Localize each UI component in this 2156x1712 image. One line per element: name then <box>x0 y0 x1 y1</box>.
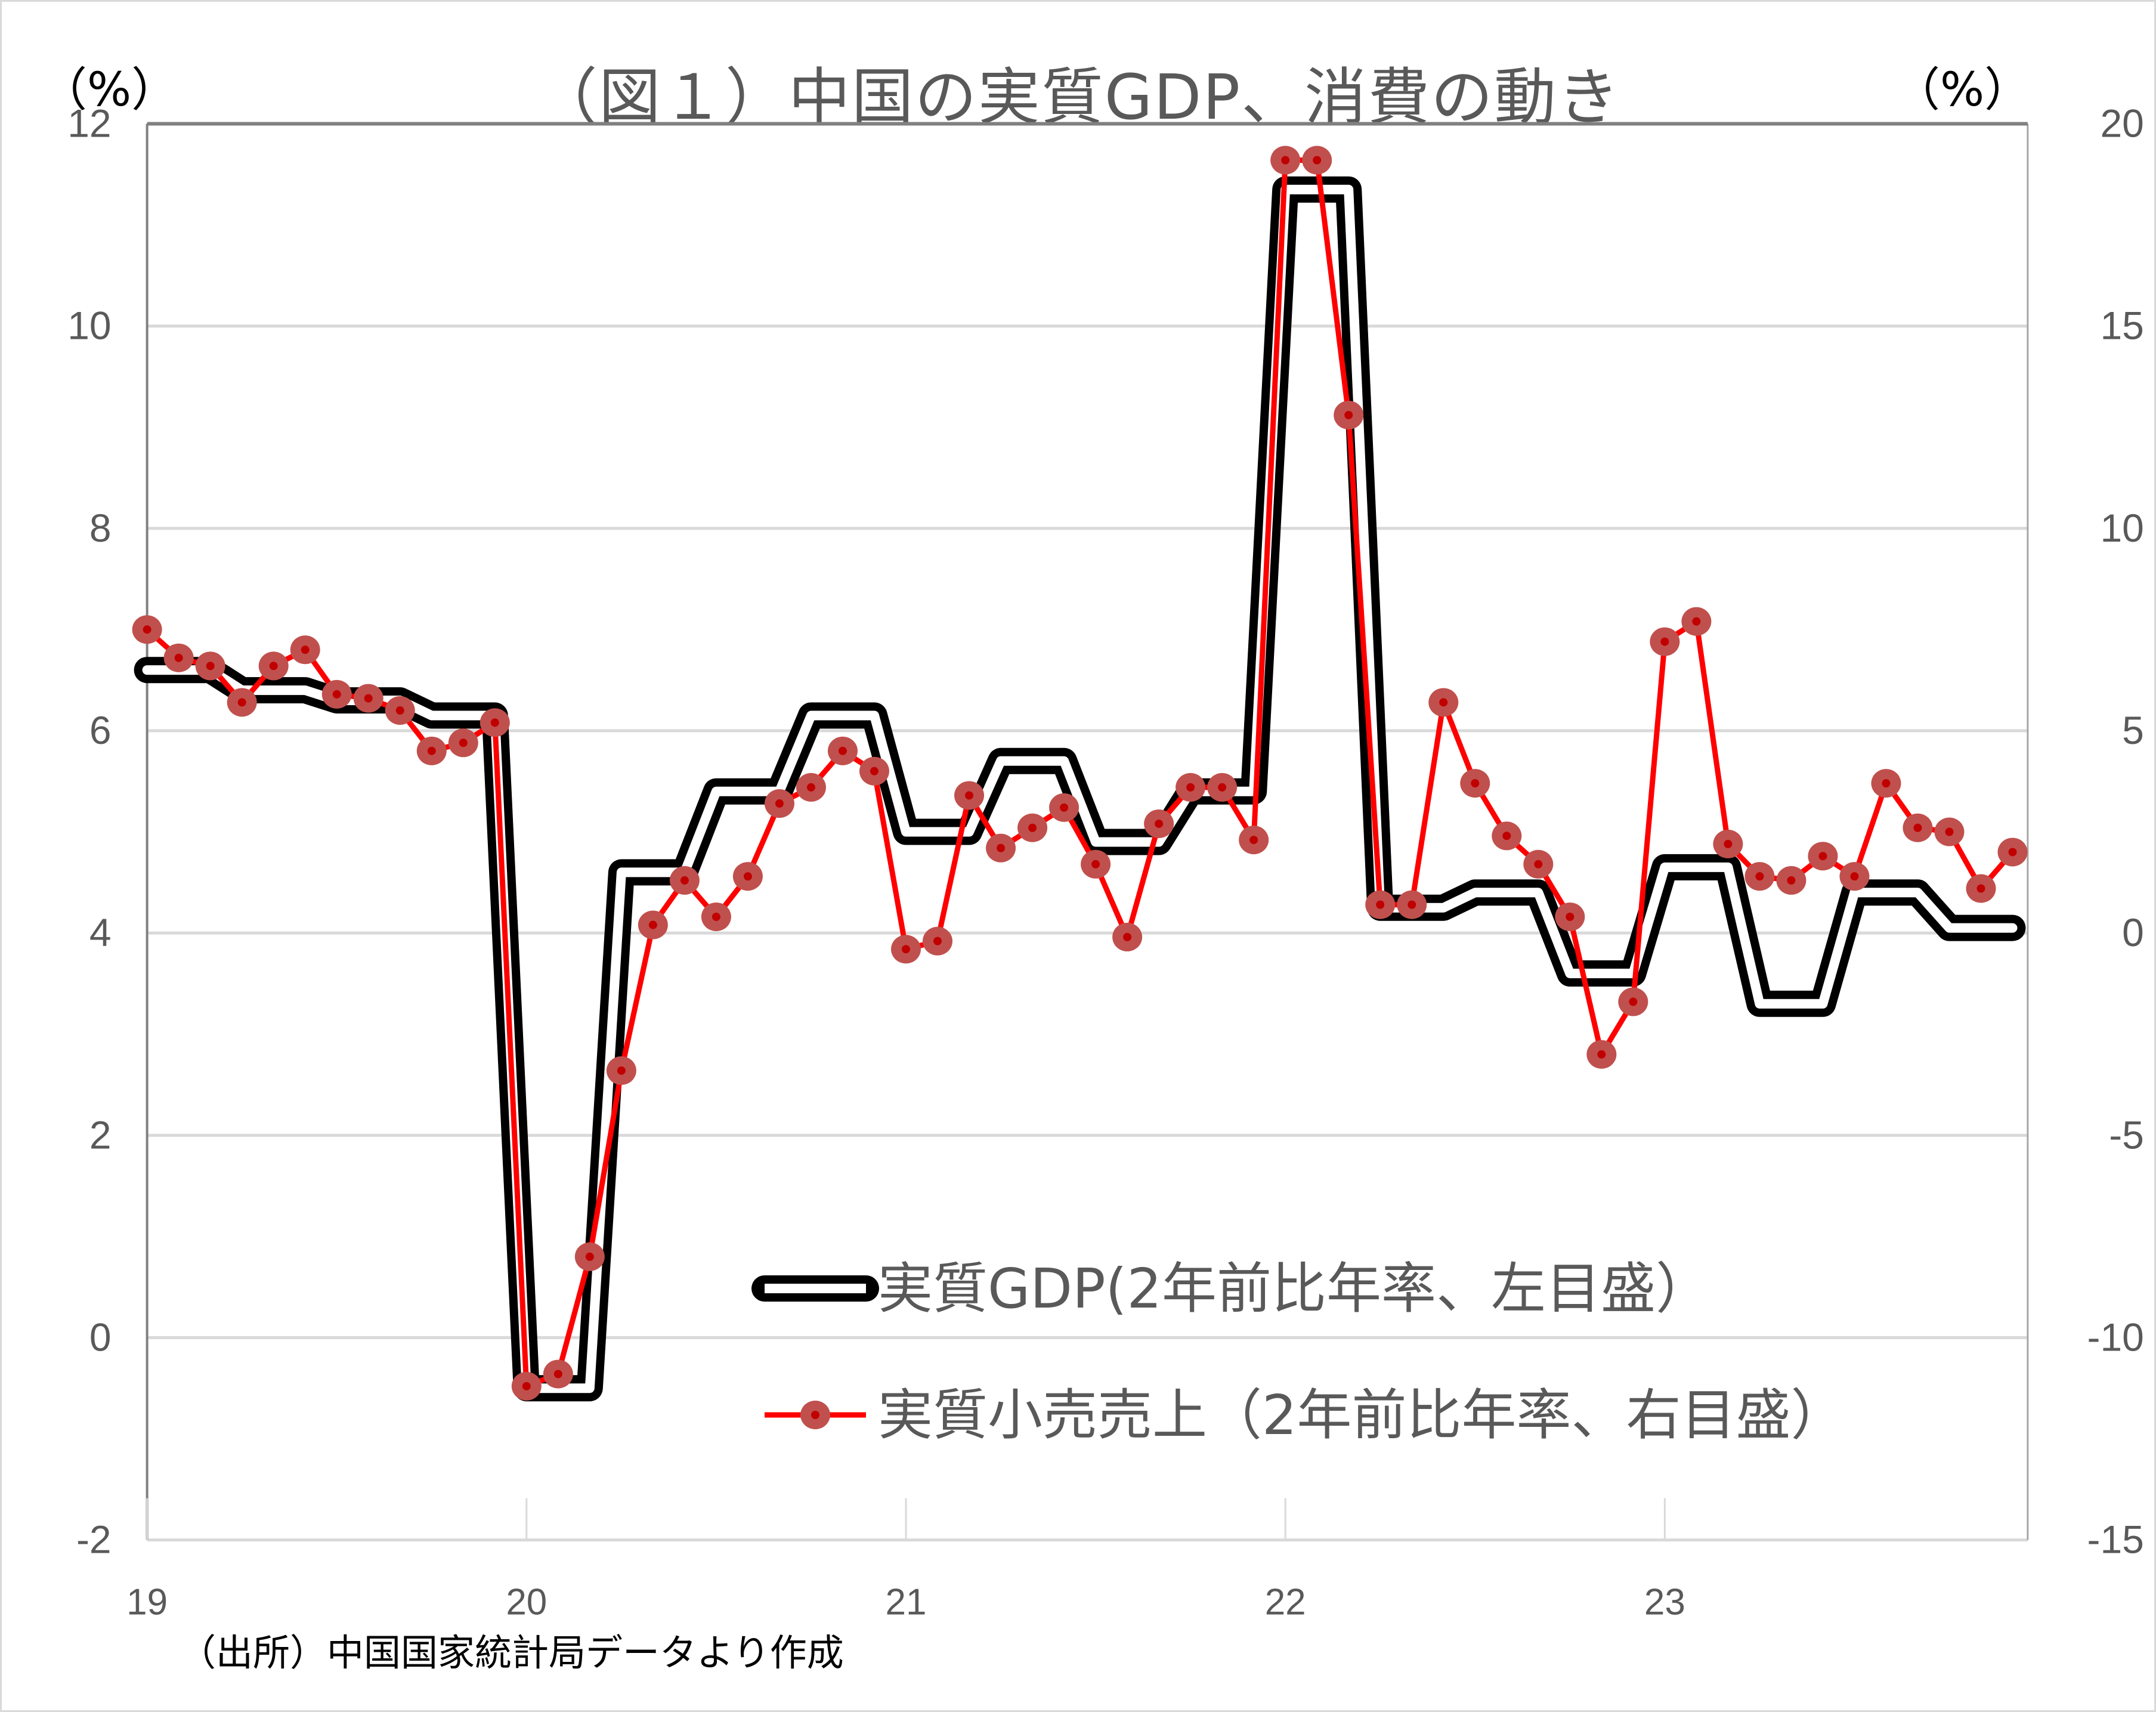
retail-marker-dot <box>459 738 468 747</box>
retail-marker-dot <box>680 876 689 885</box>
retail-marker-dot <box>1692 617 1701 626</box>
right-tick-label: 0 <box>2122 910 2144 954</box>
left-tick-label: 2 <box>89 1113 112 1157</box>
retail-marker-dot <box>1629 997 1638 1006</box>
retail-marker-dot <box>1408 900 1416 909</box>
right-tick-label: -10 <box>2087 1315 2143 1359</box>
retail-marker-dot <box>206 662 215 670</box>
x-tick-label: 20 <box>506 1582 547 1623</box>
retail-marker-dot <box>1534 860 1543 869</box>
retail-marker-dot <box>1597 1050 1606 1059</box>
retail-marker-dot <box>490 718 499 727</box>
left-tick-label: 12 <box>67 101 111 145</box>
retail-marker-dot <box>1471 779 1480 788</box>
retail-marker-dot <box>301 645 310 654</box>
x-tick-label: 23 <box>1644 1582 1685 1623</box>
retail-marker-dot <box>775 799 784 808</box>
retail-marker-dot <box>143 625 151 634</box>
retail-marker-dot <box>1660 637 1669 646</box>
x-tick-label: 22 <box>1265 1582 1306 1623</box>
retail-marker-dot <box>933 937 942 945</box>
left-tick-label: 6 <box>89 708 112 752</box>
legend-retail-marker-dot <box>811 1411 819 1419</box>
left-tick-label: 0 <box>89 1315 112 1359</box>
retail-marker-dot <box>1787 876 1796 885</box>
retail-marker-dot <box>870 767 879 775</box>
retail-marker-dot <box>1913 823 1922 832</box>
retail-marker-dot <box>585 1252 594 1261</box>
retail-marker-dot <box>965 791 974 800</box>
retail-marker-dot <box>1281 156 1290 165</box>
retail-marker-dot <box>1091 860 1100 869</box>
retail-marker-dot <box>1818 852 1827 861</box>
x-tick-label: 19 <box>126 1582 168 1623</box>
retail-marker-dot <box>1344 410 1353 419</box>
retail-marker-dot <box>1566 912 1575 921</box>
retail-marker-dot <box>806 783 815 792</box>
legend-retail-label: 実質小売売上（2年前比年率、右目盛） <box>878 1383 1846 1447</box>
retail-marker-dot <box>1976 884 1985 893</box>
retail-marker-dot <box>712 912 720 921</box>
chart-title: （図１）中国の実質GDP、消費の動き <box>535 61 1621 134</box>
retail-marker-dot <box>1502 832 1511 840</box>
right-axis-unit: （%） <box>1894 63 2031 117</box>
source-note: （出所）中国国家統計局データより作成 <box>179 1631 844 1674</box>
retail-marker-dot <box>395 706 404 715</box>
retail-marker-dot <box>1186 783 1195 792</box>
x-tick-label: 21 <box>886 1582 927 1623</box>
retail-marker-dot <box>553 1370 562 1379</box>
right-tick-label: -15 <box>2087 1518 2143 1562</box>
retail-marker-dot <box>1218 783 1227 792</box>
left-tick-label: -2 <box>76 1518 112 1562</box>
retail-marker-dot <box>522 1382 531 1390</box>
right-tick-label: 10 <box>2100 506 2143 550</box>
left-tick-label: 4 <box>89 910 112 954</box>
right-tick-label: 15 <box>2100 304 2143 348</box>
retail-marker-dot <box>997 843 1006 852</box>
gdp-line-inner <box>142 184 2018 1393</box>
retail-marker-dot <box>1028 823 1037 832</box>
legend-gdp-label: 実質GDP(2年前比年率、左目盛） <box>878 1257 1710 1321</box>
retail-marker-dot <box>1060 803 1069 812</box>
right-tick-label: 5 <box>2122 708 2144 752</box>
left-tick-label: 10 <box>67 304 111 348</box>
retail-marker-dot <box>617 1066 626 1075</box>
retail-marker-dot <box>1945 827 1954 836</box>
right-tick-label: 20 <box>2100 101 2143 145</box>
retail-marker-dot <box>174 653 183 662</box>
retail-marker-dot <box>427 746 436 755</box>
retail-marker-dot <box>1249 836 1258 845</box>
right-tick-label: -5 <box>2109 1113 2144 1157</box>
retail-marker-dot <box>332 690 341 699</box>
retail-marker-dot <box>648 920 657 929</box>
left-tick-label: 8 <box>89 506 112 550</box>
retail-marker-dot <box>237 698 246 707</box>
retail-marker-dot <box>901 945 910 954</box>
retail-marker-dot <box>269 662 278 670</box>
retail-marker-dot <box>1850 872 1859 881</box>
left-axis-unit: （%） <box>41 63 178 117</box>
retail-marker-dot <box>1755 872 1764 881</box>
retail-marker-dot <box>1376 900 1385 909</box>
retail-marker-dot <box>1155 819 1164 828</box>
retail-marker-dot <box>1313 156 1322 165</box>
retail-marker-dot <box>1724 839 1733 848</box>
retail-marker-dot <box>743 872 752 881</box>
retail-marker-dot <box>838 746 847 755</box>
retail-marker-dot <box>1439 698 1448 707</box>
retail-marker-dot <box>1123 932 1132 941</box>
retail-marker-dot <box>1882 779 1891 788</box>
retail-marker-dot <box>2008 848 2017 857</box>
retail-marker-dot <box>364 694 373 703</box>
